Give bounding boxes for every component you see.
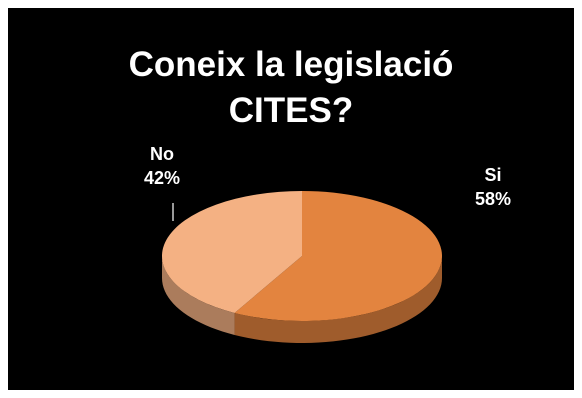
data-label-si-value: 58% — [475, 189, 511, 209]
data-label-si-name: Si — [484, 165, 501, 185]
chart-title-line-2: CITES? — [228, 91, 354, 130]
pie-slice-no — [161, 191, 302, 313]
chart-title: Coneix la legislació CITES? — [8, 42, 574, 134]
pie-slice-side-no — [162, 256, 235, 335]
data-label-no-value: 42% — [144, 168, 180, 188]
chart-title-line-1: Coneix la legislació — [128, 45, 454, 84]
data-label-no-name: No — [150, 144, 174, 164]
pie-slice-si — [234, 191, 442, 321]
pie-slice-side-si — [234, 256, 442, 343]
